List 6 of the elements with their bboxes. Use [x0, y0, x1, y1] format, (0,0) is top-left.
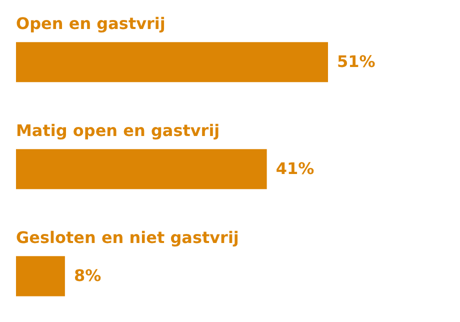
y-tick-label: Gesloten en niet gastvrij [16, 228, 239, 248]
y-tick-label: Matig open en gastvrij [16, 121, 220, 140]
data-label: 41% [276, 159, 314, 178]
data-label: 8% [74, 266, 102, 286]
y-tick-label: Open en gastvrij [16, 14, 166, 34]
data-label: 51% [337, 52, 376, 72]
